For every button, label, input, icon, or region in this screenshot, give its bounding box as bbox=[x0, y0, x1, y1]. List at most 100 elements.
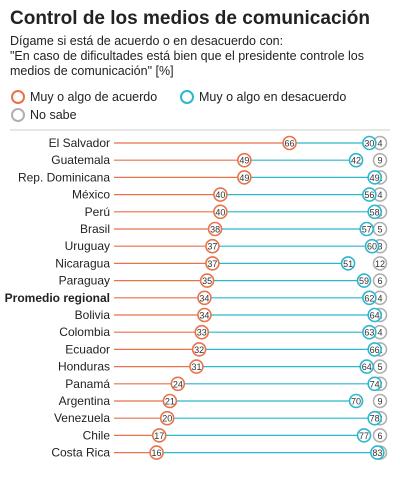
agree-dot bbox=[197, 307, 212, 323]
disagree-dot bbox=[367, 376, 382, 392]
category-label: Panamá bbox=[65, 377, 110, 391]
dont-know-value: 12 bbox=[375, 259, 385, 269]
agree-value: 24 bbox=[173, 379, 183, 389]
disagree-dot bbox=[362, 135, 377, 151]
dont-know-value: 5 bbox=[377, 225, 382, 235]
agree-dot bbox=[197, 290, 212, 306]
agree-value: 40 bbox=[215, 190, 225, 200]
disagree-dot bbox=[367, 170, 382, 185]
disagree-value: 57 bbox=[362, 225, 372, 235]
chart-subtitle-line-1: Dígame si está de acuerdo o en desacuerd… bbox=[10, 34, 283, 48]
legend-label-disagree: Muy o algo en desacuerdo bbox=[199, 90, 346, 104]
disagree-value: 60 bbox=[367, 242, 377, 252]
disagree-value: 83 bbox=[372, 448, 382, 458]
agree-value: 34 bbox=[199, 311, 209, 321]
category-label: Nicaragua bbox=[55, 256, 110, 270]
category-label: Costa Rica bbox=[51, 446, 110, 460]
agree-dot bbox=[282, 135, 297, 151]
disagree-value: 56 bbox=[364, 190, 374, 200]
category-label: Chile bbox=[83, 428, 111, 442]
chart-subtitle-line-2: "En caso de dificultades está bien que e… bbox=[10, 49, 364, 63]
category-label: Venezuela bbox=[54, 411, 110, 425]
legend-label-agree: Muy o algo de acuerdo bbox=[30, 90, 157, 104]
agree-dot bbox=[237, 170, 252, 185]
category-label: Perú bbox=[85, 205, 110, 219]
disagree-value: 64 bbox=[362, 362, 372, 372]
disagree-dot bbox=[359, 221, 375, 237]
dont-know-value: 6 bbox=[377, 276, 382, 286]
category-label: Argentina bbox=[59, 394, 111, 408]
disagree-dot bbox=[348, 152, 364, 168]
dont-know-value: 4 bbox=[377, 293, 382, 303]
disagree-value: 70 bbox=[351, 397, 361, 407]
category-label: Paraguay bbox=[59, 274, 110, 288]
agree-dot bbox=[199, 273, 215, 288]
disagree-dot bbox=[362, 324, 377, 340]
agree-dot bbox=[213, 204, 228, 220]
disagree-value: 51 bbox=[343, 259, 353, 269]
disagree-dot bbox=[367, 307, 382, 323]
agree-dot bbox=[213, 187, 228, 202]
category-label: Ecuador bbox=[65, 342, 110, 356]
disagree-value: 78 bbox=[370, 414, 380, 424]
agree-value: 38 bbox=[210, 225, 220, 235]
agree-value: 37 bbox=[207, 242, 217, 252]
chart-subtitle-line-3: medios de comunicación" [%] bbox=[10, 64, 174, 78]
chart-title: Control de los medios de comunicación bbox=[10, 8, 370, 29]
disagree-dot bbox=[340, 256, 356, 271]
dont-know-dot bbox=[372, 393, 388, 409]
agree-dot bbox=[205, 256, 220, 271]
dont-know-value: 4 bbox=[377, 190, 382, 200]
legend-marker-agree bbox=[11, 90, 25, 104]
agree-value: 40 bbox=[215, 207, 225, 217]
category-label: Honduras bbox=[58, 360, 110, 374]
agree-value: 16 bbox=[152, 448, 162, 458]
agree-value: 37 bbox=[207, 259, 217, 269]
disagree-value: 74 bbox=[370, 379, 380, 389]
agree-value: 33 bbox=[197, 328, 207, 338]
category-label: Rep. Dominicana bbox=[18, 170, 110, 184]
agree-value: 49 bbox=[239, 156, 249, 166]
dont-know-dot bbox=[372, 256, 388, 271]
disagree-dot bbox=[348, 393, 364, 409]
disagree-value: 58 bbox=[370, 207, 380, 217]
agree-value: 20 bbox=[162, 414, 172, 424]
agree-dot bbox=[170, 376, 186, 392]
disagree-value: 49 bbox=[370, 173, 380, 183]
dont-know-value: 5 bbox=[377, 362, 382, 372]
agree-dot bbox=[205, 238, 220, 254]
disagree-dot bbox=[356, 273, 372, 288]
dont-know-value: 4 bbox=[377, 328, 382, 338]
legend-marker-dont-know bbox=[11, 108, 25, 122]
disagree-dot bbox=[362, 290, 377, 306]
disagree-dot bbox=[356, 428, 372, 443]
agree-dot bbox=[191, 342, 207, 357]
dont-know-dot bbox=[372, 273, 388, 288]
legend-marker-disagree bbox=[180, 90, 194, 104]
agree-value: 32 bbox=[194, 345, 204, 355]
disagree-value: 66 bbox=[370, 345, 380, 355]
legend-label-dont-know: No sabe bbox=[30, 108, 77, 122]
category-label: Promedio regional bbox=[5, 291, 110, 305]
disagree-dot bbox=[359, 359, 375, 374]
dont-know-value: 6 bbox=[377, 431, 382, 441]
agree-value: 66 bbox=[285, 139, 295, 149]
disagree-dot bbox=[367, 342, 382, 357]
agree-dot bbox=[159, 410, 175, 426]
dont-know-value: 9 bbox=[377, 156, 382, 166]
category-label: Guatemala bbox=[51, 153, 110, 167]
disagree-value: 63 bbox=[364, 328, 374, 338]
disagree-dot bbox=[367, 410, 382, 426]
dont-know-value: 3 bbox=[377, 242, 382, 252]
agree-value: 34 bbox=[199, 293, 209, 303]
disagree-value: 42 bbox=[351, 156, 361, 166]
disagree-value: 64 bbox=[370, 311, 380, 321]
category-label: México bbox=[72, 188, 110, 202]
agree-dot bbox=[237, 152, 252, 168]
agree-value: 21 bbox=[165, 397, 175, 407]
legend: Muy o algo de acuerdo Muy o algo en desa… bbox=[11, 90, 346, 122]
category-label: Colombia bbox=[59, 325, 110, 339]
category-label: El Salvador bbox=[49, 136, 110, 150]
